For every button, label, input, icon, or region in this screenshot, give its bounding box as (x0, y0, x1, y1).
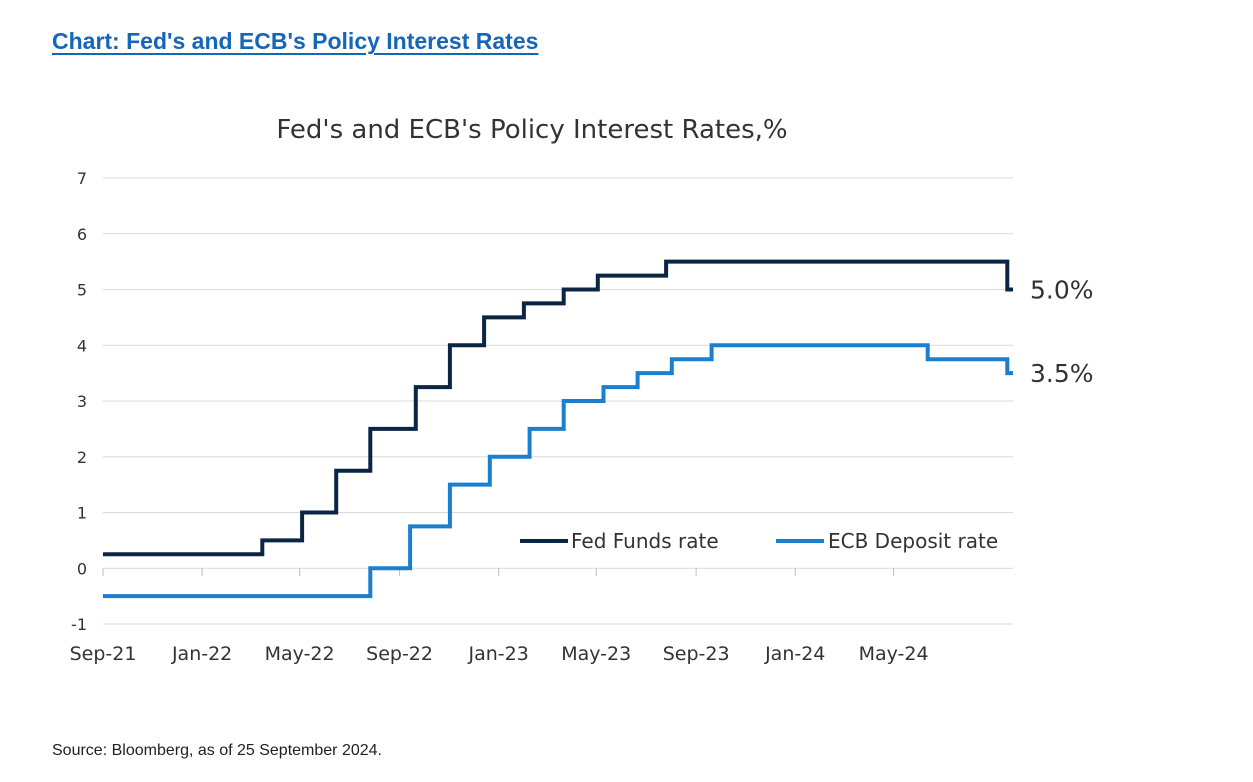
x-tick-label: Sep-23 (663, 643, 730, 665)
y-tick-label: 5 (77, 281, 87, 300)
chart-title: Fed's and ECB's Policy Interest Rates,% (276, 115, 787, 145)
series-lines (103, 259, 1013, 599)
page-heading-link[interactable]: Chart: Fed's and ECB's Policy Interest R… (52, 28, 539, 54)
ecb-deposit-line (103, 343, 1013, 599)
fed-funds-line (103, 259, 1013, 557)
y-tick-label: 2 (77, 448, 87, 467)
y-tick-label: 3 (77, 392, 87, 411)
gridlines (103, 177, 1013, 625)
y-tick-label: 1 (77, 504, 87, 523)
x-tick-label: Jan-23 (468, 643, 529, 665)
x-tick-label: Jan-24 (764, 643, 825, 665)
x-tick-label: May-24 (859, 643, 929, 665)
legend-label: Fed Funds rate (571, 529, 719, 553)
end-labels: 5.0% 3.5% (1030, 276, 1094, 389)
x-axis: Sep-21 Jan-22 May-22 Sep-22 Jan-23 May-23 Sep-… (70, 568, 929, 665)
legend-label: ECB Deposit rate (828, 529, 998, 553)
y-tick-label: 0 (77, 559, 87, 578)
y-tick-label: 6 (77, 225, 87, 244)
legend-item: Fed Funds rate (520, 529, 719, 553)
y-tick-label: -1 (71, 615, 87, 634)
x-tick-label: Sep-22 (366, 643, 433, 665)
y-axis: -1 0 1 2 3 4 5 6 7 (71, 169, 87, 634)
end-value-label: 3.5% (1030, 359, 1094, 388)
source-note: Source: Bloomberg, as of 25 September 20… (52, 742, 382, 759)
legend: Fed Funds rate ECB Deposit rate (520, 529, 998, 553)
legend-item: ECB Deposit rate (776, 529, 998, 553)
x-tick-label: Sep-21 (70, 643, 137, 665)
x-tick-label: May-23 (561, 643, 631, 665)
x-tick-label: Jan-22 (171, 643, 232, 665)
end-value-label: 5.0% (1030, 276, 1094, 305)
x-tick-label: May-22 (265, 643, 335, 665)
y-tick-label: 7 (77, 169, 87, 188)
y-tick-label: 4 (77, 336, 87, 355)
